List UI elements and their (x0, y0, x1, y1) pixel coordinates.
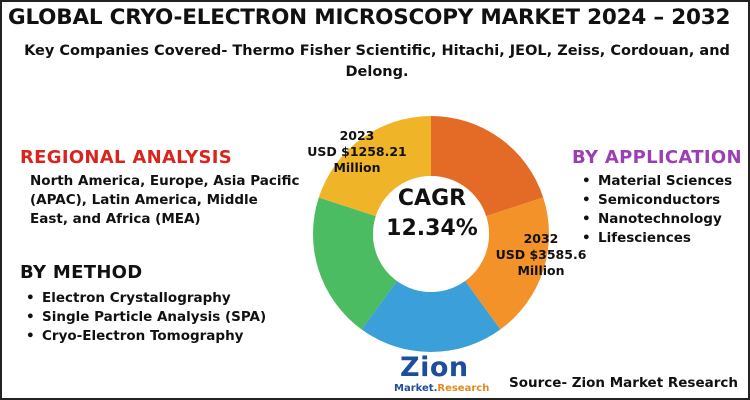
logo-subtext: Market.Research (394, 383, 489, 394)
application-item: Material Sciences (576, 172, 732, 191)
application-item: Lifesciences (576, 229, 732, 248)
donut-segment-2 (465, 197, 549, 330)
donut-segment-5 (318, 116, 431, 217)
zion-logo: Zion Market.Research (354, 352, 494, 398)
method-item: Single Particle Analysis (SPA) (20, 308, 266, 327)
regional-analysis-text: North America, Europe, Asia Pacific (APA… (30, 173, 300, 227)
cagr-label: CAGR (397, 186, 467, 211)
logo-sub-a: Market. (394, 383, 438, 394)
donut-svg (313, 116, 549, 352)
by-method-title: BY METHOD (20, 262, 143, 283)
application-item: Nanotechnology (576, 210, 732, 229)
key-companies-subtitle: Key Companies Covered- Thermo Fisher Sci… (24, 43, 730, 80)
source-note: Source- Zion Market Research (509, 375, 738, 391)
annotation-2023-year: 2023 (339, 128, 375, 143)
donut-segment-1 (431, 116, 544, 217)
by-application-title: BY APPLICATION (572, 147, 742, 168)
donut-hole (373, 176, 489, 292)
donut-segment-3 (361, 280, 501, 352)
donut-segment-4 (313, 197, 397, 330)
annotation-2032-unit: Million (517, 263, 565, 278)
donut-chart (311, 114, 551, 354)
application-item: Semiconductors (576, 191, 732, 210)
logo-sub-b: Research (437, 383, 490, 394)
method-item: Electron Crystallography (20, 289, 266, 308)
annotation-2032-year: 2032 (523, 231, 559, 246)
annotation-2032: 2032 USD $3585.6 Million (486, 231, 596, 279)
logo-wordmark: Zion (400, 352, 469, 383)
annotation-2023-unit: Million (333, 160, 381, 175)
annotation-2023-value: USD $1258.21 (307, 144, 407, 159)
method-list: Electron Crystallography Single Particle… (20, 289, 266, 346)
annotation-2023: 2023 USD $1258.21 Million (302, 128, 412, 176)
regional-analysis-title: REGIONAL ANALYSIS (20, 147, 233, 168)
annotation-2032-value: USD $3585.6 (495, 247, 587, 262)
method-item: Cryo-Electron Tomography (20, 327, 266, 346)
cagr-badge: CAGR 12.34% (378, 184, 486, 284)
application-list: Material Sciences Semiconductors Nanotec… (576, 172, 732, 248)
page-title: GLOBAL CRYO-ELECTRON MICROSCOPY MARKET 2… (8, 5, 731, 30)
cagr-value: 12.34% (386, 216, 478, 241)
